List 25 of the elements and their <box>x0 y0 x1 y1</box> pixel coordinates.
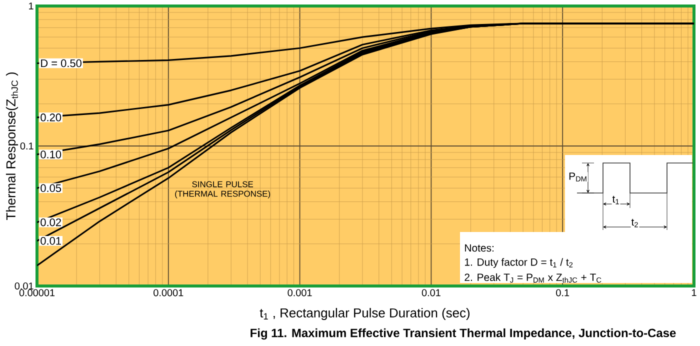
annotation: 2. Peak T$_{J}$ = P$_{DM}$ x Z$_{thJC}$ + T$_{C}$ <box>464 273 602 283</box>
x-axis-title: t$_{1}$ , Rectangular Pulse Duration (sec) <box>260 308 470 320</box>
series-label: 0.20 <box>40 114 62 122</box>
x-tick-label: 0.001 <box>288 289 312 296</box>
series-label: SINGLE PULSE (THERMAL RESPONSE) <box>175 181 270 198</box>
series-label: 0.02 <box>40 218 61 226</box>
series-label: 0.10 <box>40 150 62 158</box>
series-label: D = 0.50 <box>41 59 82 68</box>
series-label: 0.01 <box>40 237 61 245</box>
annotation: t$_{2}$ <box>631 218 638 228</box>
series-label: 0.05 <box>40 184 62 192</box>
x-tick-label: 0.01 <box>422 289 440 296</box>
annotation: 1. Duty factor D = t$_{1}$ / t$_{2}$ <box>464 258 573 268</box>
x-tick-label: 0.00001 <box>19 289 55 296</box>
x-tick-label: 1 <box>692 289 696 296</box>
annotation: Notes: <box>465 244 494 252</box>
y-tick-label: 1 <box>29 2 34 10</box>
text: Fig 11. Maximum Effective Transient Thermal Impedance, Junction-to-Case <box>250 328 676 340</box>
y-axis-title: Thermal Response(Z$_{thJC}$ ) <box>6 72 18 220</box>
annotation: P$_{DM}$ <box>569 172 586 182</box>
x-tick-label: 0.0001 <box>154 289 184 296</box>
annotation: t$_{1}$ <box>612 196 619 204</box>
y-tick-label: 0.1 <box>20 142 34 150</box>
y-tick-label: 0.01 <box>14 282 34 290</box>
x-tick-label: 0.1 <box>556 289 570 296</box>
